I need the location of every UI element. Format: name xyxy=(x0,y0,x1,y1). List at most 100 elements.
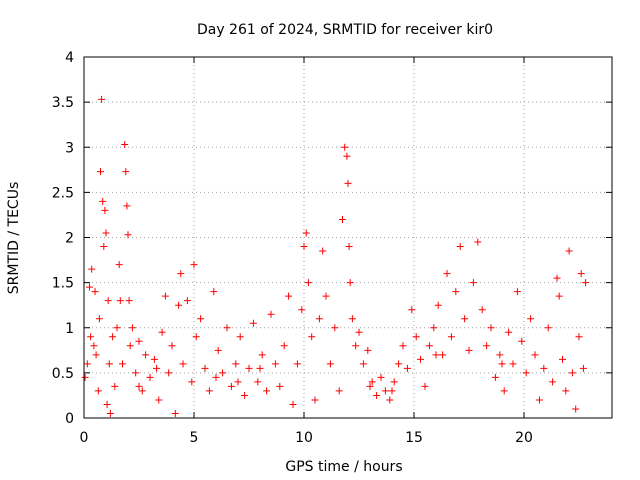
data-point-marker xyxy=(496,351,504,359)
data-point-marker xyxy=(302,229,310,237)
data-point-marker xyxy=(103,400,111,408)
x-axis-label: GPS time / hours xyxy=(285,459,402,475)
data-point-marker xyxy=(343,152,351,160)
data-point-marker xyxy=(263,387,271,395)
data-point-marker xyxy=(531,351,539,359)
data-point-marker xyxy=(487,324,495,332)
data-point-marker xyxy=(232,360,240,368)
data-point-marker xyxy=(304,279,312,287)
data-point-marker xyxy=(197,315,205,323)
data-point-marker xyxy=(348,315,356,323)
data-point-marker xyxy=(364,346,372,354)
data-point-marker xyxy=(577,270,585,278)
data-point-marker xyxy=(500,387,508,395)
data-point-marker xyxy=(289,400,297,408)
data-point-marker xyxy=(326,360,334,368)
data-point-marker xyxy=(366,382,374,390)
data-point-marker xyxy=(104,297,112,305)
data-point-marker xyxy=(256,364,264,372)
data-point-marker xyxy=(452,288,460,296)
data-point-marker xyxy=(190,261,198,269)
data-point-marker xyxy=(177,270,185,278)
y-tick-label: 1 xyxy=(65,321,74,337)
y-tick-label: 3 xyxy=(65,140,74,156)
data-point-marker xyxy=(335,387,343,395)
x-tick-label: 15 xyxy=(405,430,423,446)
data-point-marker xyxy=(298,306,306,314)
x-tick-label: 5 xyxy=(190,430,199,446)
data-point-marker xyxy=(138,387,146,395)
data-point-marker xyxy=(171,409,179,417)
data-point-marker xyxy=(568,369,576,377)
data-point-marker xyxy=(293,360,301,368)
data-point-marker xyxy=(92,351,100,359)
data-point-marker xyxy=(559,355,566,363)
data-point-marker xyxy=(223,324,231,332)
data-point-marker xyxy=(113,324,121,332)
data-point-marker xyxy=(425,342,433,350)
data-point-marker xyxy=(359,360,367,368)
data-point-marker xyxy=(219,369,227,377)
data-point-marker xyxy=(101,206,109,214)
data-point-marker xyxy=(125,297,133,305)
data-point-marker xyxy=(518,337,526,345)
data-point-marker xyxy=(447,333,455,341)
data-point-marker xyxy=(135,382,143,390)
data-point-marker xyxy=(105,360,113,368)
data-point-marker xyxy=(352,342,360,350)
y-tick-label: 3.5 xyxy=(52,95,74,111)
y-tick-label: 1.5 xyxy=(52,276,74,292)
data-point-marker xyxy=(465,346,473,354)
data-point-marker xyxy=(390,378,398,386)
data-point-marker xyxy=(513,288,521,296)
data-point-marker xyxy=(111,382,119,390)
data-point-marker xyxy=(115,261,123,269)
grid-lines xyxy=(84,57,612,418)
data-point-marker xyxy=(412,333,420,341)
data-point-marker xyxy=(179,360,187,368)
y-axis-label: SRMTID / TECUs xyxy=(6,182,22,295)
x-tick-label: 10 xyxy=(295,430,313,446)
data-point-marker xyxy=(165,369,173,377)
data-point-marker xyxy=(153,364,161,372)
data-point-marker xyxy=(434,301,442,309)
data-point-marker xyxy=(341,143,349,151)
data-point-marker xyxy=(123,202,131,210)
data-point-marker xyxy=(439,351,447,359)
data-point-marker xyxy=(572,405,580,413)
chart-title: Day 261 of 2024, SRMTID for receiver kir… xyxy=(197,22,493,38)
data-point-marker xyxy=(308,333,316,341)
data-point-marker xyxy=(582,279,590,287)
data-point-marker xyxy=(276,382,284,390)
data-point-marker xyxy=(271,360,279,368)
data-point-marker xyxy=(83,360,91,368)
data-point-marker xyxy=(135,337,143,345)
data-point-marker xyxy=(346,279,354,287)
x-tick-label: 20 xyxy=(515,430,533,446)
data-point-marker xyxy=(408,306,416,314)
data-point-marker xyxy=(386,396,394,404)
data-point-marker xyxy=(540,364,548,372)
data-point-marker xyxy=(210,288,218,296)
data-point-marker xyxy=(100,243,108,251)
data-point-marker xyxy=(461,315,469,323)
data-point-marker xyxy=(403,364,411,372)
data-point-marker xyxy=(258,351,266,359)
data-point-marker xyxy=(245,364,253,372)
data-point-marker xyxy=(81,373,89,381)
x-tick-label: 0 xyxy=(80,430,89,446)
data-point-marker xyxy=(212,373,220,381)
data-point-marker xyxy=(88,265,96,273)
data-point-marker xyxy=(142,351,150,359)
data-point-marker xyxy=(562,387,570,395)
y-tick-label: 0 xyxy=(65,411,74,427)
data-point-marker xyxy=(109,333,117,341)
data-point-marker xyxy=(126,342,134,350)
data-point-marker xyxy=(478,306,486,314)
data-point-marker xyxy=(377,373,385,381)
data-point-marker xyxy=(90,342,98,350)
data-point-marker xyxy=(254,378,262,386)
data-point-marker xyxy=(509,360,517,368)
data-point-marker xyxy=(544,324,552,332)
data-points xyxy=(81,95,590,417)
